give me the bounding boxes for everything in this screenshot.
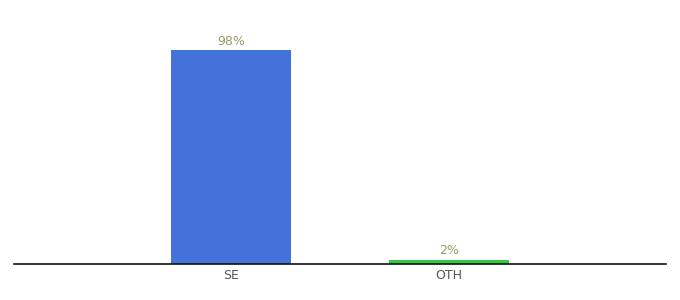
Text: 98%: 98%	[218, 35, 245, 48]
Bar	[389, 260, 509, 264]
Text: 2%: 2%	[439, 244, 459, 257]
Bar	[171, 50, 291, 264]
